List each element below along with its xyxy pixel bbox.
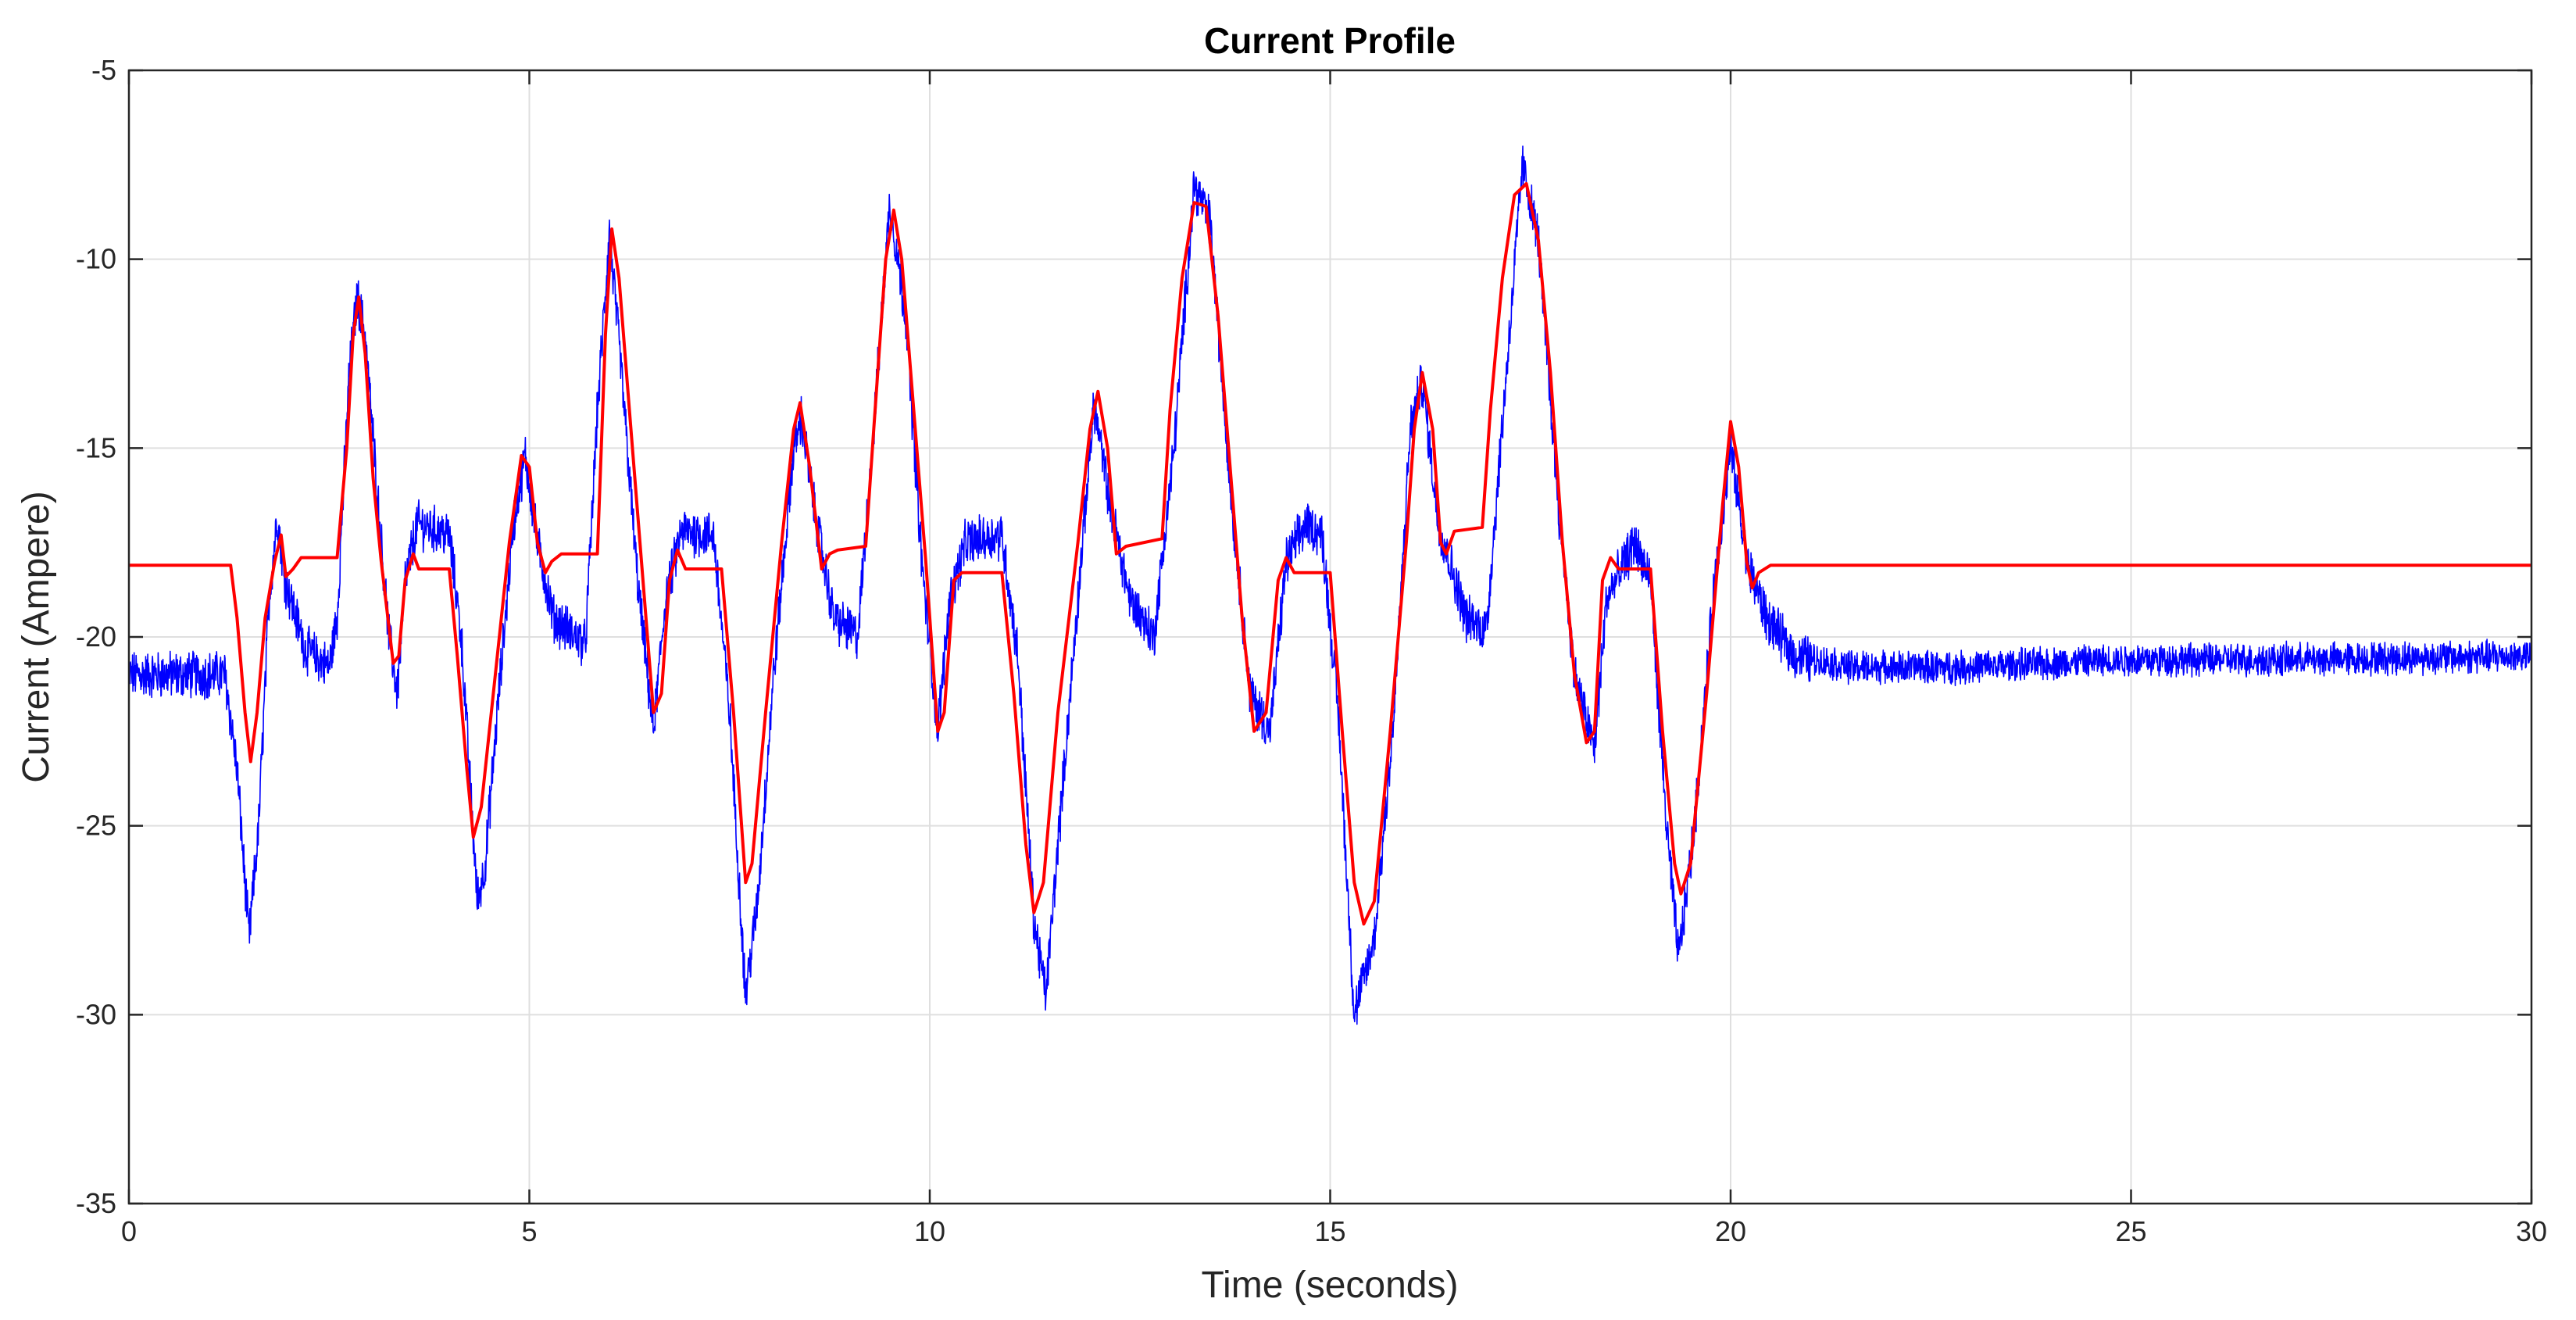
x-tick-label: 0: [121, 1215, 137, 1247]
y-axis-label: Current (Ampere): [16, 491, 57, 782]
x-tick-label: 15: [1314, 1215, 1345, 1247]
series-measured-line: [128, 145, 2532, 1025]
y-tick-label: -10: [76, 243, 116, 275]
y-tick-label: -35: [76, 1187, 116, 1219]
tick-labels: 0 5 10 15 20 25 30 -5 -10 -15 -20 -25 -30 -35: [76, 54, 2547, 1247]
x-tick-label: 10: [914, 1215, 945, 1247]
y-tick-label: -20: [76, 621, 116, 653]
y-tick-label: -25: [76, 810, 116, 842]
x-tick-label: 30: [2516, 1215, 2547, 1247]
y-tick-label: -15: [76, 431, 116, 463]
x-axis-label: Time (seconds): [1202, 1265, 1459, 1306]
x-tick-label: 20: [1715, 1215, 1746, 1247]
x-tick-label: 5: [521, 1215, 537, 1247]
series-model-line: [129, 182, 2531, 926]
y-tick-label: -30: [76, 998, 116, 1030]
y-tick-label: -5: [91, 54, 116, 86]
series-layer: [128, 145, 2532, 1025]
axis-ticks: [127, 69, 2533, 1205]
chart-title: Current Profile: [1204, 20, 1456, 61]
x-tick-label: 25: [2115, 1215, 2146, 1247]
